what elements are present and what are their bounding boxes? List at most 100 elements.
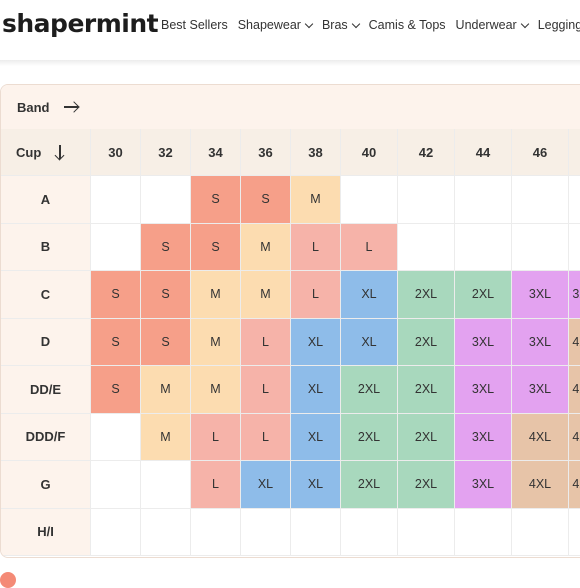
size-cell: 2XL	[398, 366, 455, 414]
size-cell: S	[91, 366, 141, 414]
size-cell: 3XL	[512, 366, 569, 414]
cup-row-header: G	[1, 461, 91, 509]
size-cell: 2XL	[341, 366, 398, 414]
nav-item-leggings[interactable]: Leggings	[538, 18, 580, 32]
empty-cell	[91, 461, 141, 509]
size-cell: M	[241, 223, 291, 271]
nav-item-bras[interactable]: Bras	[321, 18, 360, 32]
nav-item-label: Bras	[321, 18, 348, 32]
size-cell: 3XL	[455, 461, 512, 509]
nav-item-shapewear[interactable]: Shapewear	[237, 18, 314, 32]
size-cell: L	[341, 223, 398, 271]
empty-cell	[191, 508, 241, 556]
cup-row-header: DDD/F	[1, 413, 91, 461]
empty-cell	[455, 223, 512, 271]
size-cell: L	[291, 271, 341, 319]
empty-cell	[569, 176, 580, 224]
size-cell: M	[241, 271, 291, 319]
size-cell: XL	[291, 461, 341, 509]
empty-cell	[512, 176, 569, 224]
cup-label: Cup	[16, 144, 42, 160]
size-cell: 4XL	[512, 461, 569, 509]
size-cell: 4XL	[569, 461, 580, 509]
band-axis-header: Band	[1, 85, 580, 130]
chevron-down-icon	[520, 19, 529, 28]
nav-item-label: Underwear	[455, 18, 517, 32]
size-cell: XL	[291, 366, 341, 414]
size-cell: XL	[291, 413, 341, 461]
band-header: 34	[191, 129, 241, 176]
size-cell: 3XL	[569, 271, 580, 319]
size-cell: 3XL	[455, 413, 512, 461]
empty-cell	[455, 508, 512, 556]
empty-cell	[455, 176, 512, 224]
size-cell: XL	[341, 318, 398, 366]
size-cell: L	[191, 413, 241, 461]
nav-item-label: Shapewear	[237, 18, 301, 32]
empty-cell	[91, 413, 141, 461]
chevron-down-icon	[304, 19, 314, 28]
size-cell: L	[291, 223, 341, 271]
size-cell: S	[91, 318, 141, 366]
size-cell: 2XL	[341, 413, 398, 461]
empty-cell	[91, 176, 141, 224]
size-cell: 2XL	[341, 461, 398, 509]
footer-indicator-icon	[0, 572, 16, 588]
size-cell: 4XL	[569, 413, 580, 461]
size-cell: M	[141, 366, 191, 414]
arrow-down-icon	[59, 145, 61, 159]
band-header: 30	[91, 129, 141, 176]
size-cell: 2XL	[398, 271, 455, 319]
empty-cell	[91, 508, 141, 556]
size-cell: M	[191, 318, 241, 366]
chevron-down-icon	[351, 19, 360, 28]
size-cell: M	[141, 413, 191, 461]
cup-row-header: H/I	[1, 508, 91, 556]
band-label: Band	[17, 99, 50, 115]
cup-row-header: A	[1, 176, 91, 224]
cup-row-header: B	[1, 223, 91, 271]
band-header: 38	[291, 129, 341, 176]
nav-item-best-sellers[interactable]: Best Sellers	[161, 18, 228, 32]
size-grid: Cup 30 32 34 36 38 40 42 44 46 A S S M B S S M L L C S S M M L XL 2…	[1, 129, 580, 556]
band-header: 46	[512, 129, 569, 176]
nav-item-label: Leggings	[537, 18, 580, 32]
band-header	[569, 129, 580, 176]
empty-cell	[512, 508, 569, 556]
empty-cell	[241, 508, 291, 556]
size-cell: S	[141, 271, 191, 319]
cup-row-header: DD/E	[1, 366, 91, 414]
nav-item-label: Camis & Tops	[368, 18, 446, 32]
band-header: 40	[341, 129, 398, 176]
size-cell: 2XL	[398, 461, 455, 509]
empty-cell	[141, 176, 191, 224]
empty-cell	[398, 508, 455, 556]
size-cell: L	[241, 318, 291, 366]
size-cell: S	[241, 176, 291, 224]
size-cell: S	[141, 318, 191, 366]
size-cell: S	[91, 271, 141, 319]
cup-axis-header: Cup	[1, 129, 91, 176]
site-header: shapermint Best Sellers Shapewear Bras Cami…	[0, 0, 580, 56]
empty-cell	[91, 223, 141, 271]
nav-item-label: Best Sellers	[161, 18, 228, 32]
band-header: 32	[141, 129, 191, 176]
size-cell: L	[241, 366, 291, 414]
size-chart: Band Cup 30 32 34 36 38 40 42 44 46 A S S M B S S M L L C S S M…	[0, 84, 580, 558]
empty-cell	[291, 508, 341, 556]
main-nav: Best Sellers Shapewear Bras Camis & Tops Und…	[161, 18, 580, 32]
size-cell: 3XL	[455, 366, 512, 414]
size-cell: 4XL	[569, 366, 580, 414]
size-cell: 3XL	[455, 318, 512, 366]
nav-item-camis-tops[interactable]: Camis & Tops	[369, 18, 446, 32]
cup-row-header: D	[1, 318, 91, 366]
nav-item-underwear[interactable]: Underwear	[455, 18, 529, 32]
size-cell: XL	[241, 461, 291, 509]
empty-cell	[398, 176, 455, 224]
empty-cell	[398, 223, 455, 271]
size-cell: L	[241, 413, 291, 461]
size-cell: L	[191, 461, 241, 509]
brand-logo[interactable]: shapermint	[2, 9, 159, 38]
size-cell: 2XL	[455, 271, 512, 319]
empty-cell	[341, 176, 398, 224]
